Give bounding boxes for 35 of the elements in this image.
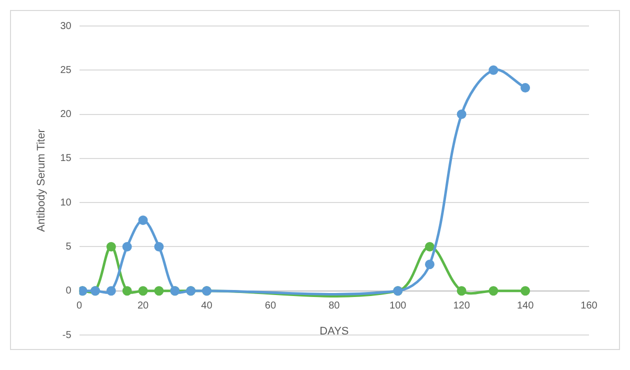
point: [424, 260, 434, 270]
x-tick-label: 120: [453, 300, 470, 312]
x-tick-label: 140: [516, 300, 534, 312]
point: [122, 242, 132, 252]
y-tick-label: 0: [66, 286, 72, 297]
point: [154, 242, 164, 252]
point: [520, 286, 530, 296]
point: [488, 286, 498, 296]
point: [488, 65, 498, 75]
point: [456, 286, 466, 296]
x-tick-label: 80: [328, 300, 340, 312]
y-tick-label: 10: [60, 197, 72, 208]
point: [138, 215, 148, 225]
point: [520, 83, 530, 93]
point: [122, 286, 132, 296]
point: [106, 286, 116, 296]
point: [154, 286, 164, 296]
y-tick-label: 25: [60, 64, 72, 76]
point: [456, 110, 466, 120]
x-tick-label: 100: [390, 300, 407, 312]
y-tick-label: -5: [62, 330, 72, 341]
y-tick-label: 15: [60, 153, 72, 164]
point: [106, 242, 116, 252]
x-tick-label: 20: [137, 300, 150, 312]
point: [138, 286, 148, 296]
point: [424, 242, 434, 252]
y-tick-label: 30: [60, 20, 72, 32]
y-tick-label: 20: [60, 109, 72, 120]
x-tick-label: 60: [264, 300, 276, 312]
x-tick-label: 0: [76, 300, 83, 312]
x-tick-label: 40: [201, 300, 213, 312]
y-tick-label: 5: [66, 241, 72, 252]
y-axis-title: Antibody Serum Titer: [36, 128, 48, 232]
x-axis-title: DAYS: [320, 325, 349, 338]
x-tick-label: 160: [580, 300, 598, 312]
